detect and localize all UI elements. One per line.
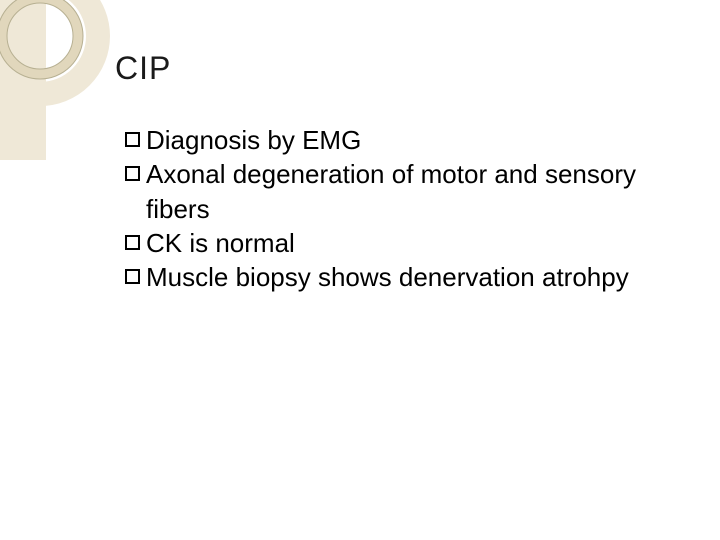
list-item: CK is normal <box>125 226 660 260</box>
list-item-text: Muscle biopsy shows denervation atrohpy <box>146 260 629 294</box>
list-item: Axonal degeneration of motor and sensory… <box>125 157 660 226</box>
square-bullet-icon <box>125 132 140 147</box>
list-item: Muscle biopsy shows denervation atrohpy <box>125 260 660 294</box>
list-item: Diagnosis by EMG <box>125 123 660 157</box>
list-item-text: Axonal degeneration of motor and sensory… <box>146 157 660 226</box>
list-item-text: Diagnosis by EMG <box>146 123 361 157</box>
square-bullet-icon <box>125 166 140 181</box>
bullet-list: Diagnosis by EMG Axonal degeneration of … <box>115 123 660 295</box>
slide: CIP Diagnosis by EMG Axonal degeneration… <box>0 0 720 540</box>
square-bullet-icon <box>125 235 140 250</box>
list-item-text: CK is normal <box>146 226 295 260</box>
square-bullet-icon <box>125 269 140 284</box>
slide-title: CIP <box>115 50 660 87</box>
